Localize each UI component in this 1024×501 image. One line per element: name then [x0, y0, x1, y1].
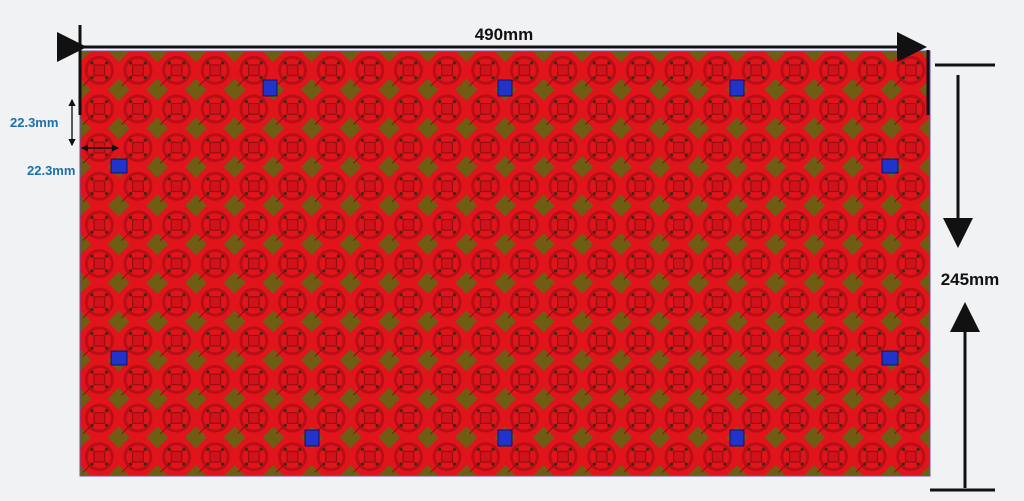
- pitch-horizontal-label: 22.3mm: [27, 163, 75, 178]
- pcb-board: [79, 50, 931, 477]
- height-label: 245mm: [941, 270, 1000, 289]
- dimension-lines: [57, 25, 995, 492]
- width-label: 490mm: [475, 25, 534, 44]
- connectors: [110, 79, 899, 447]
- pitch-vertical-label: 22.3mm: [10, 115, 58, 130]
